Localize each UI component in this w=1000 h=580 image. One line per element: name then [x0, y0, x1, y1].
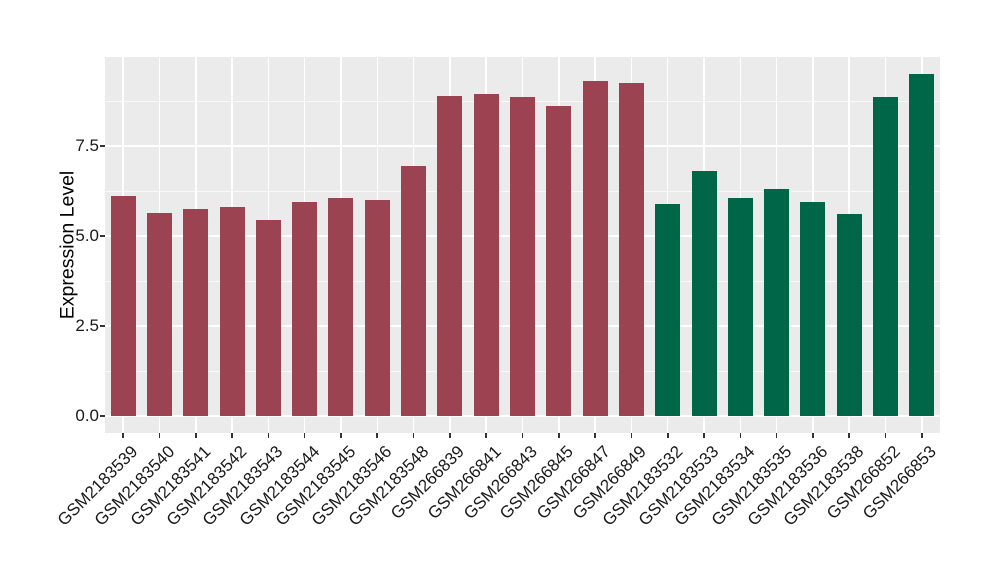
bar: [364, 200, 390, 416]
bar: [255, 219, 281, 416]
x-tick-mark: [739, 433, 742, 438]
x-tick-mark: [267, 433, 270, 438]
x-tick-mark: [630, 433, 633, 438]
x-tick-mark: [122, 433, 124, 438]
x-tick-mark: [558, 433, 560, 438]
bar: [401, 165, 427, 416]
bar: [146, 212, 172, 416]
y-axis-title: Expression Level: [56, 170, 79, 320]
plot-panel: [105, 57, 940, 433]
y-tick-mark: [100, 145, 105, 147]
x-tick-mark: [376, 433, 379, 438]
x-tick-mark: [775, 433, 778, 438]
bar: [328, 198, 354, 416]
x-tick-mark: [194, 433, 197, 438]
bar: [437, 95, 463, 416]
y-tick-mark: [100, 415, 105, 417]
x-tick-mark: [303, 433, 306, 438]
x-tick-mark: [703, 433, 705, 438]
y-tick-label: 5.0: [75, 226, 99, 245]
bar: [727, 198, 753, 416]
y-tick-mark: [100, 325, 105, 327]
x-tick-mark: [921, 433, 923, 438]
bar: [909, 74, 935, 416]
bar: [800, 201, 826, 416]
x-tick-mark: [412, 433, 415, 438]
bar: [764, 189, 790, 416]
bar: [582, 81, 608, 416]
bar: [183, 209, 209, 416]
bar: [655, 203, 681, 416]
bar: [510, 97, 535, 416]
x-tick-mark: [666, 433, 669, 438]
bar: [292, 201, 318, 416]
x-tick-mark: [594, 433, 596, 438]
y-tick-label: 2.5: [75, 316, 99, 335]
x-tick-mark: [231, 433, 233, 438]
bar: [546, 106, 572, 416]
x-tick-mark: [449, 433, 451, 438]
x-tick-mark: [340, 433, 342, 438]
bar: [219, 207, 245, 416]
y-tick-mark: [100, 235, 105, 237]
bar: [873, 97, 899, 416]
bar: [110, 196, 136, 416]
x-tick-mark: [521, 433, 524, 438]
y-tick-label: 0.0: [75, 406, 99, 425]
x-tick-mark: [812, 433, 814, 438]
bar: [473, 93, 499, 416]
x-tick-mark: [158, 433, 161, 438]
bar: [618, 83, 644, 416]
bar: [691, 171, 717, 416]
y-tick-label: 7.5: [75, 136, 99, 155]
x-tick-mark: [884, 433, 887, 438]
x-tick-mark: [485, 433, 487, 438]
x-tick-mark: [848, 433, 851, 438]
bar: [836, 214, 862, 416]
